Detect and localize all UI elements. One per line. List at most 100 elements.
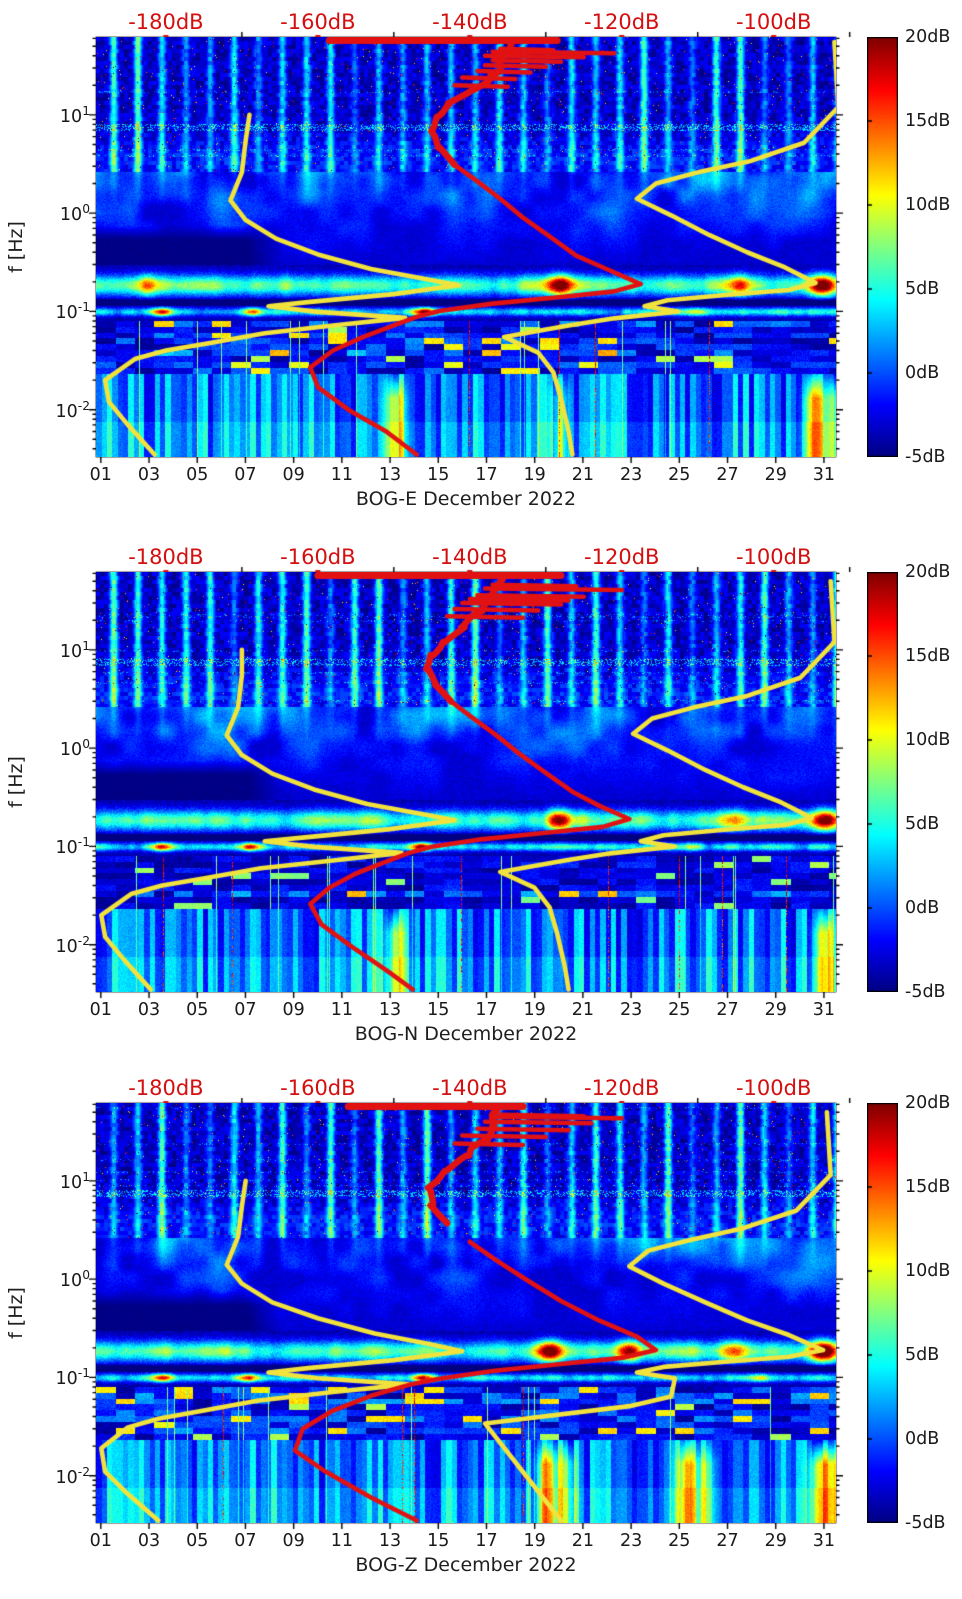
top-axis-tick-label: -120dB [584,545,660,569]
top-axis-tick-label: -160dB [280,545,356,569]
colorbar-tick-label: 15dB [905,1177,951,1197]
x-axis-tick-label: 01 [89,465,112,485]
colorbar-canvas [867,572,898,992]
x-axis-tick-label: 09 [282,1531,305,1551]
x-axis-tick-label: 15 [427,1000,450,1020]
x-axis-tick-label: 15 [427,465,450,485]
top-axis-tick-label: -100dB [735,10,812,34]
top-axis-tick-label: -180dB [128,545,204,569]
x-axis-tick-label: 11 [330,1000,353,1020]
colorbar-tick-label: 20dB [905,27,951,47]
colorbar-tick-label: 0dB [905,363,940,383]
x-axis-tick-label: 03 [137,465,161,485]
x-axis-tick-label: 03 [137,1000,161,1020]
top-axis-tick-label: -140dB [432,545,508,569]
colorbar-tick-label: 20dB [905,562,951,582]
x-axis-tick-label: 27 [716,1000,739,1020]
top-axis-tick-label: -120dB [584,1076,660,1100]
y-axis-tick-label: 10-2 [55,1464,91,1488]
x-axis-tick-label: 19 [523,1000,546,1020]
x-axis-tick-label: 09 [282,1000,305,1020]
x-axis-tick-label: 27 [716,1531,739,1551]
y-axis-tick-label: 10-1 [55,835,91,859]
x-axis-tick-label: 19 [523,465,546,485]
x-axis-tick-label: 23 [619,1000,643,1020]
colorbar-tick-label: 5dB [905,814,940,834]
x-axis-tick-label: 23 [619,1531,643,1551]
top-axis-tick-label: -180dB [128,10,204,34]
x-axis-tick-label: 31 [812,1531,836,1551]
x-axis-tick-label: 01 [89,1000,112,1020]
x-axis-tick-label: 05 [186,1000,209,1020]
x-axis-tick-label: 25 [668,1531,691,1551]
x-axis-tick-label: 01 [89,1531,112,1551]
panel-title: BOG-N December 2022 [354,1023,578,1045]
top-axis-tick-label: -140dB [432,10,508,34]
y-axis-label: f [Hz] [5,221,27,273]
top-axis-tick-label: -180dB [128,1076,204,1100]
x-axis-tick-label: 27 [716,465,739,485]
spectrogram-canvas [96,37,836,457]
colorbar-tick-label: 5dB [905,1345,940,1365]
x-axis-tick-label: 03 [137,1531,161,1551]
panel-title: BOG-E December 2022 [355,488,577,510]
y-axis-tick-label: 10-1 [55,1366,91,1390]
x-axis-tick-label: 25 [668,1000,691,1020]
top-axis-tick-label: -140dB [432,1076,508,1100]
x-axis-tick-label: 07 [234,1531,257,1551]
y-axis-label: f [Hz] [5,1287,27,1339]
colorbar-tick-label: -5dB [905,1513,946,1533]
x-axis-tick-label: 29 [764,1000,787,1020]
top-axis-tick-label: -120dB [584,10,660,34]
colorbar-tick-label: -5dB [905,982,946,1002]
colorbar-canvas [867,1103,898,1523]
x-axis-tick-label: 17 [475,1000,498,1020]
x-axis-tick-label: 09 [282,465,305,485]
y-axis-tick-label: 101 [59,638,90,662]
top-axis-tick-label: -160dB [280,10,356,34]
spectrogram-canvas [96,572,836,992]
colorbar-tick-label: 10dB [905,1261,951,1281]
x-axis-tick-label: 07 [234,465,257,485]
x-axis-tick-label: 19 [523,1531,546,1551]
x-axis-tick-label: 31 [812,1000,836,1020]
x-axis-tick-label: 15 [427,1531,450,1551]
colorbar-tick-label: 20dB [905,1093,951,1113]
colorbar-tick-label: 0dB [905,1429,940,1449]
colorbar-canvas [867,37,898,457]
x-axis-tick-label: 13 [378,1531,402,1551]
y-axis-label: f [Hz] [5,756,27,808]
colorbar-tick-label: 5dB [905,279,940,299]
x-axis-tick-label: 21 [571,465,595,485]
colorbar-tick-label: 10dB [905,730,951,750]
colorbar-tick-label: 10dB [905,195,951,215]
colorbar-tick-label: 0dB [905,898,940,918]
x-axis-tick-label: 29 [764,465,787,485]
x-axis-tick-label: 05 [186,465,209,485]
y-axis-tick-label: 100 [59,202,90,225]
x-axis-tick-label: 23 [619,465,643,485]
colorbar-tick-label: -5dB [905,447,946,467]
x-axis-tick-label: 21 [571,1531,595,1551]
x-axis-tick-label: 17 [475,465,498,485]
y-axis-tick-label: 10-2 [55,398,91,422]
top-axis-tick-label: -100dB [735,545,812,569]
x-axis-tick-label: 13 [378,465,402,485]
y-axis-tick-label: 100 [59,1268,90,1291]
y-axis-tick-label: 100 [59,737,90,760]
colorbar-tick-label: 15dB [905,111,951,131]
x-axis-tick-label: 31 [812,465,836,485]
y-axis-tick-label: 101 [59,103,90,127]
x-axis-tick-label: 07 [234,1000,257,1020]
x-axis-tick-label: 11 [330,465,353,485]
x-axis-tick-label: 13 [378,1000,402,1020]
y-axis-tick-label: 10-1 [55,300,91,324]
top-axis-tick-label: -160dB [280,1076,356,1100]
x-axis-tick-label: 11 [330,1531,353,1551]
x-axis-tick-label: 29 [764,1531,787,1551]
spectrogram-canvas [96,1103,836,1523]
y-axis-tick-label: 101 [59,1169,90,1193]
colorbar-tick-label: 15dB [905,646,951,666]
y-axis-tick-label: 10-2 [55,933,91,957]
